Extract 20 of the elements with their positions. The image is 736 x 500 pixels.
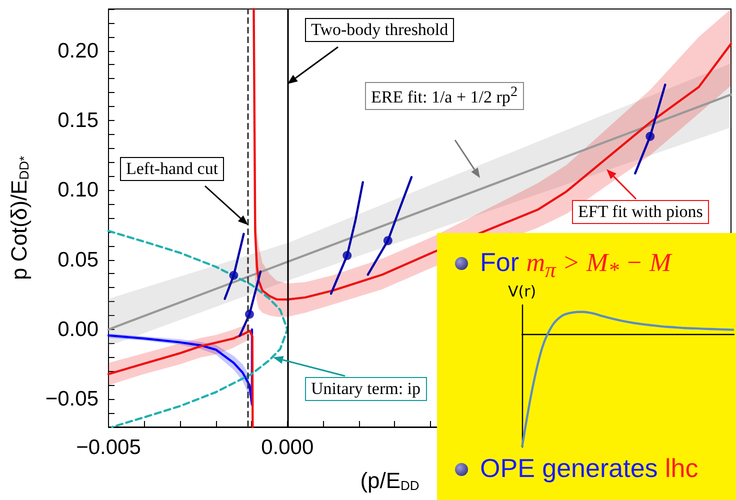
y-tick-label: 0.20 [58,39,98,62]
x-axis-title: (p/EDD [360,468,420,493]
annotation: m$_{π}$ > M$_{*}$ − M [526,248,672,282]
annotation: EFT fit with pions [572,200,709,224]
x-tick-label: 0.000 [261,436,314,459]
y-axis-title: V(r) [508,282,536,300]
annotation: ERE fit: 1/a + 1/2 rp$^{2}$ [365,82,524,110]
y-tick-label: 0.15 [58,108,98,132]
annotation: Unitary term: ip [305,377,427,401]
text: OPE generates [480,453,659,483]
text: lhc [665,453,698,483]
y-tick-label: 0.00 [58,318,98,341]
annotation: For [480,247,520,277]
annotation: Two-body threshold [305,18,454,42]
annotation: Left-hand cut [120,157,224,181]
y-tick-label: 0.10 [58,178,98,202]
x-tick-label: −0.005 [76,436,141,459]
y-tick-label: 0.05 [58,248,98,272]
y-tick-label: −0.05 [45,388,98,411]
y-axis-title: p Cot(δ)/EDD* [6,156,32,280]
